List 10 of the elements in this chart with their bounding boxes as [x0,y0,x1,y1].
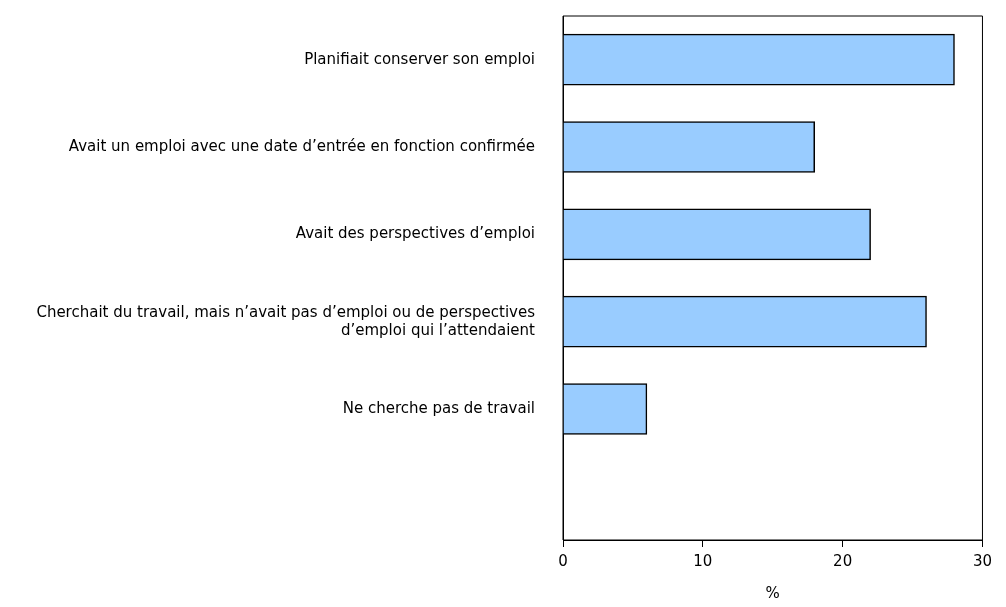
x-axis-title: % [765,583,780,602]
y-tick-label: Ne cherche pas de travail [342,398,535,417]
x-tick-label: 0 [558,551,568,570]
x-tick-label: 30 [972,551,992,570]
y-tick-label: Cherchait du travail, mais n’avait pas d’emploi ou de perspectives d’emploi qui l’attendaient [36,302,536,339]
x-tick-label: 10 [693,551,713,570]
x-tick-label: 20 [833,551,853,570]
y-tick-label: Avait un emploi avec une date d’entrée en fonction confirmée [68,136,535,155]
y-tick-label: Avait des perspectives d’emploi [295,224,535,243]
y-tick-label: Planifiait conserver son emploi [304,49,535,68]
